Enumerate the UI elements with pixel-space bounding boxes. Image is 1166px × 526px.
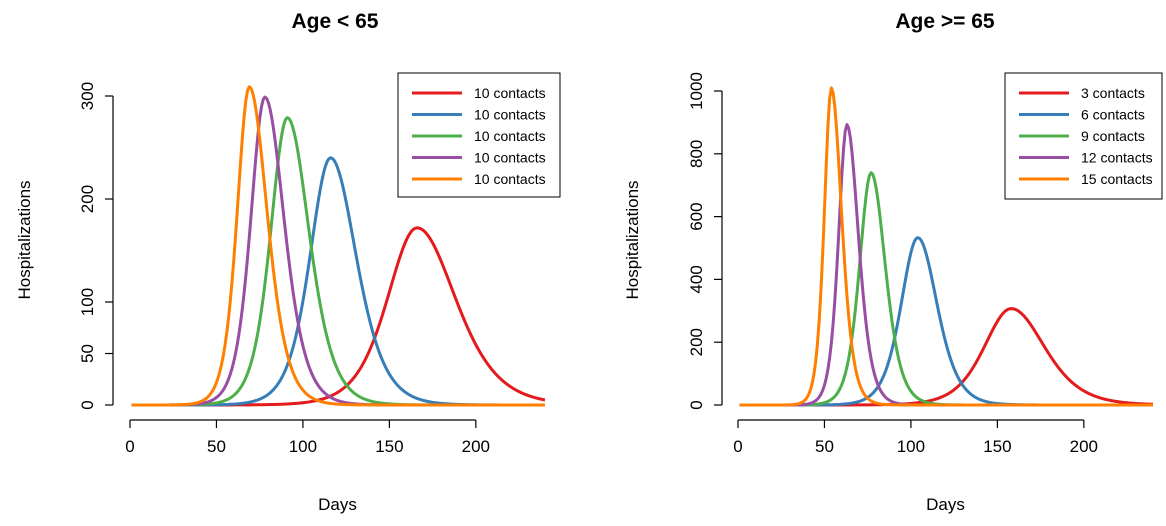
x-axis-label: Days bbox=[318, 495, 357, 514]
x-tick-label: 50 bbox=[815, 437, 834, 456]
y-tick-label: 50 bbox=[78, 344, 97, 363]
y-axis: 0 200 400 600 800 1000 bbox=[687, 72, 723, 410]
chart-panel-age-under-65: Age < 65 0 50 100 150 200 Days 0 50 100 200 300 Hosp… bbox=[15, 10, 561, 514]
y-tick-label: 200 bbox=[78, 185, 97, 213]
y-tick-label: 400 bbox=[687, 265, 706, 293]
legend-label: 15 contacts bbox=[1081, 171, 1153, 187]
x-tick-label: 100 bbox=[289, 437, 317, 456]
x-axis: 0 50 100 150 200 bbox=[733, 419, 1098, 456]
series-line-4 bbox=[131, 85, 545, 407]
legend-label: 6 contacts bbox=[1081, 107, 1145, 123]
x-tick-label: 200 bbox=[462, 437, 490, 456]
y-axis-label: Hospitalizations bbox=[15, 180, 34, 299]
y-tick-label: 300 bbox=[78, 82, 97, 110]
y-axis: 0 50 100 200 300 bbox=[78, 82, 114, 410]
y-axis-label: Hospitalizations bbox=[623, 180, 642, 299]
series-line-0 bbox=[739, 307, 1154, 407]
x-tick-label: 200 bbox=[1070, 437, 1098, 456]
x-tick-label: 50 bbox=[207, 437, 226, 456]
x-tick-label: 0 bbox=[125, 437, 134, 456]
chart-title: Age < 65 bbox=[292, 10, 379, 33]
series-line-2 bbox=[739, 171, 1153, 407]
x-axis: 0 50 100 150 200 bbox=[125, 419, 490, 456]
y-tick-label: 100 bbox=[78, 288, 97, 316]
legend-label: 10 contacts bbox=[474, 85, 546, 101]
x-tick-label: 100 bbox=[897, 437, 925, 456]
series-lines bbox=[131, 85, 546, 407]
legend-label: 10 contacts bbox=[474, 150, 546, 166]
x-axis-label: Days bbox=[926, 495, 965, 514]
x-tick-label: 0 bbox=[733, 437, 742, 456]
y-tick-label: 0 bbox=[78, 400, 97, 409]
chart-panel-age-65-plus: Age >= 65 0 50 100 150 200 Days 0 200 400 600 800 10… bbox=[623, 10, 1163, 514]
legend-label: 10 contacts bbox=[474, 128, 546, 144]
y-tick-label: 200 bbox=[687, 328, 706, 356]
series-line-1 bbox=[739, 236, 1153, 407]
chart-title: Age >= 65 bbox=[895, 10, 995, 33]
y-tick-label: 800 bbox=[687, 140, 706, 168]
legend-label: 3 contacts bbox=[1081, 85, 1145, 101]
x-tick-label: 150 bbox=[983, 437, 1011, 456]
y-tick-label: 0 bbox=[687, 400, 706, 409]
series-line-0 bbox=[131, 226, 546, 407]
legend: 3 contacts 6 contacts 9 contacts 12 contact… bbox=[1004, 72, 1163, 200]
y-tick-label: 1000 bbox=[687, 72, 706, 110]
legend-label: 9 contacts bbox=[1081, 128, 1145, 144]
series-lines bbox=[739, 86, 1154, 407]
legend-label: 12 contacts bbox=[1081, 150, 1153, 166]
legend-label: 10 contacts bbox=[474, 107, 546, 123]
x-tick-label: 150 bbox=[375, 437, 403, 456]
series-line-4 bbox=[739, 86, 1153, 407]
legend-label: 10 contacts bbox=[474, 171, 546, 187]
y-tick-label: 600 bbox=[687, 202, 706, 230]
legend: 10 contacts 10 contacts 10 contacts 10 cont… bbox=[397, 72, 561, 198]
